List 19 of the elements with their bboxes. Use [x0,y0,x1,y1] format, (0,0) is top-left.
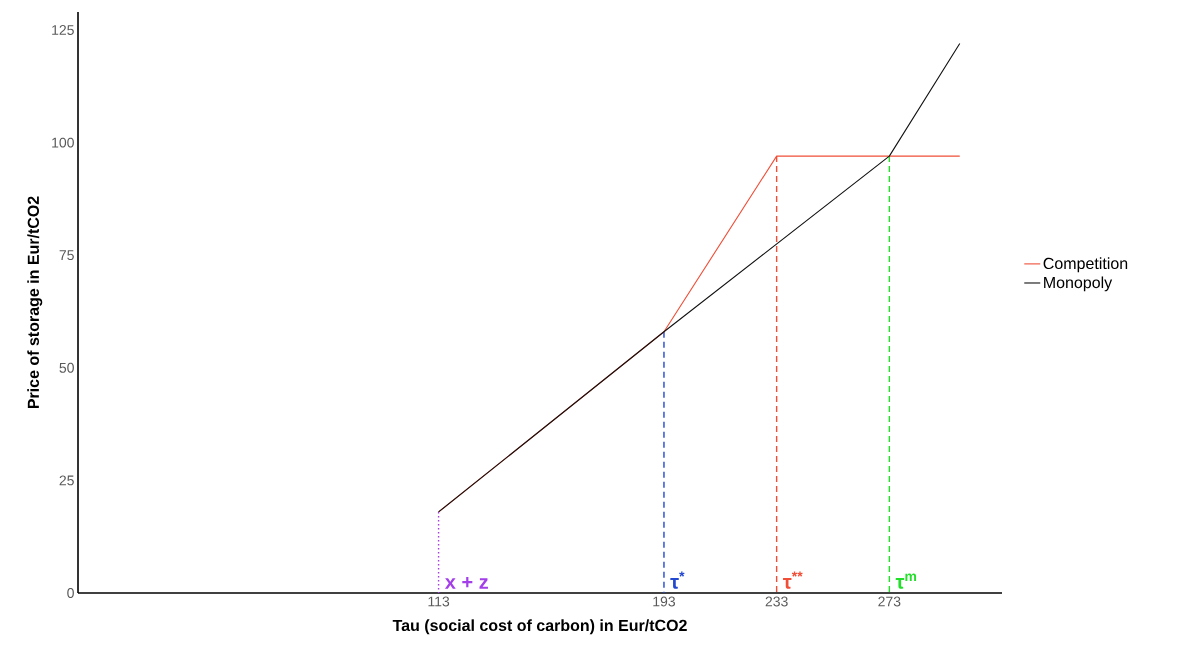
y-tick-label: 50 [59,362,74,373]
line-series [438,42,961,513]
y-tick-label: 25 [59,475,74,486]
x-tick-label: 233 [765,596,788,607]
annotation: τ$^{m}$ [895,573,917,589]
y-tick-label: 100 [52,137,74,148]
legend-label: Monopoly [1044,276,1113,292]
y-axis-title: Price of storage in Eur/tCO2 [27,196,43,409]
annotation: τ$^{*}$ [670,571,685,589]
y-tick-label: 75 [59,250,74,261]
x-tick-label: 113 [428,596,450,607]
y-tick-label: 125 [52,25,74,35]
x-tick-label: 193 [653,596,676,607]
annotation: x + z [444,577,488,589]
x-tick-label: 273 [878,596,901,607]
legend-label: Competition [1043,257,1128,273]
y-tick-label: 0 [67,588,74,598]
x-axis-title: Tau (social cost of carbon) in Eur/tCO2 [392,619,687,635]
annotation: τ$^{**}$ [783,571,803,589]
